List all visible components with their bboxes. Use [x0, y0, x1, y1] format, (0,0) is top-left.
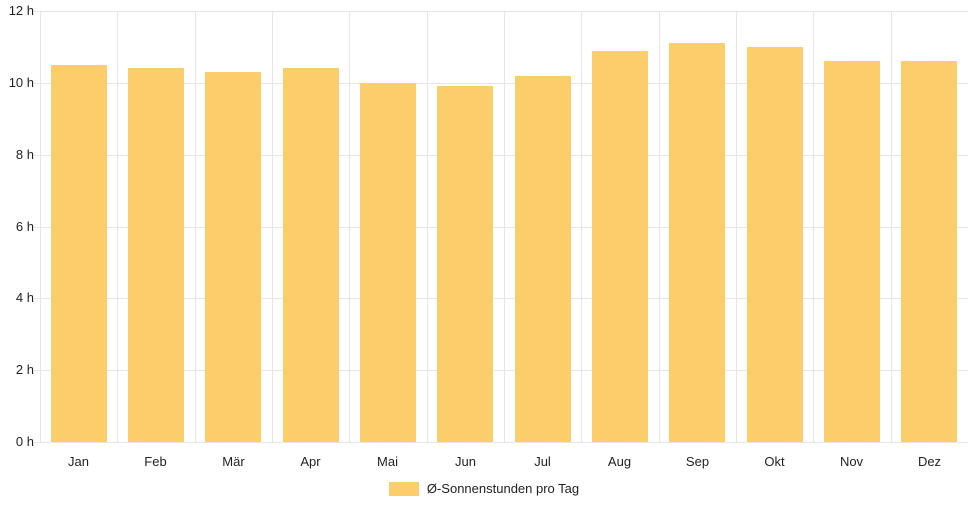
gridline-y [34, 227, 968, 228]
x-tick-label: Nov [839, 454, 864, 469]
gridline-x [272, 11, 273, 442]
bar[interactable] [283, 68, 339, 442]
gridline-y [34, 155, 968, 156]
x-tick-label: Mai [377, 454, 398, 469]
bar[interactable] [592, 51, 648, 442]
bar[interactable] [747, 47, 803, 442]
x-tick-label: Feb [144, 454, 167, 469]
bar[interactable] [515, 76, 571, 442]
x-tick-label: Sep [685, 454, 710, 469]
x-tick-label: Aug [607, 454, 632, 469]
bar[interactable] [901, 61, 957, 442]
bar[interactable] [669, 43, 725, 442]
gridline-y [34, 11, 968, 12]
y-tick-label: 12 h [8, 3, 34, 18]
gridline-x [504, 11, 505, 442]
y-tick-label: 10 h [8, 75, 34, 90]
gridline-x [813, 11, 814, 442]
legend-label: Ø-Sonnenstunden pro Tag [426, 481, 580, 496]
y-tick-label: 4 h [15, 290, 34, 305]
bar[interactable] [437, 86, 493, 442]
x-tick-label: Jun [455, 454, 476, 469]
gridline-y [34, 83, 968, 84]
gridline-x [40, 11, 41, 442]
legend: Ø-Sonnenstunden pro Tag [0, 481, 968, 497]
y-tick-label: 6 h [15, 219, 34, 234]
legend-item[interactable]: Ø-Sonnenstunden pro Tag [388, 481, 580, 497]
bar[interactable] [360, 83, 416, 442]
y-tick-label: 2 h [15, 362, 34, 377]
gridline-x [195, 11, 196, 442]
gridline-x [581, 11, 582, 442]
gridline-x [659, 11, 660, 442]
x-tick-label: Mär [222, 454, 245, 469]
y-tick-label: 8 h [15, 147, 34, 162]
gridline-x [891, 11, 892, 442]
bar[interactable] [824, 61, 880, 442]
bar[interactable] [51, 65, 107, 442]
x-tick-label: Jul [534, 454, 551, 469]
x-tick-label: Dez [917, 454, 942, 469]
gridline-x [349, 11, 350, 442]
gridline-x [736, 11, 737, 442]
gridline-y [34, 370, 968, 371]
x-tick-label: Okt [764, 454, 785, 469]
x-tick-label: Apr [300, 454, 321, 469]
legend-swatch-icon [388, 482, 419, 496]
bar[interactable] [205, 72, 261, 442]
gridline-x [427, 11, 428, 442]
x-tick-label: Jan [68, 454, 89, 469]
y-tick-label: 0 h [15, 434, 34, 449]
gridline-x [117, 11, 118, 442]
bar[interactable] [128, 68, 184, 442]
gridline-y [34, 298, 968, 299]
gridline-y [34, 442, 968, 443]
